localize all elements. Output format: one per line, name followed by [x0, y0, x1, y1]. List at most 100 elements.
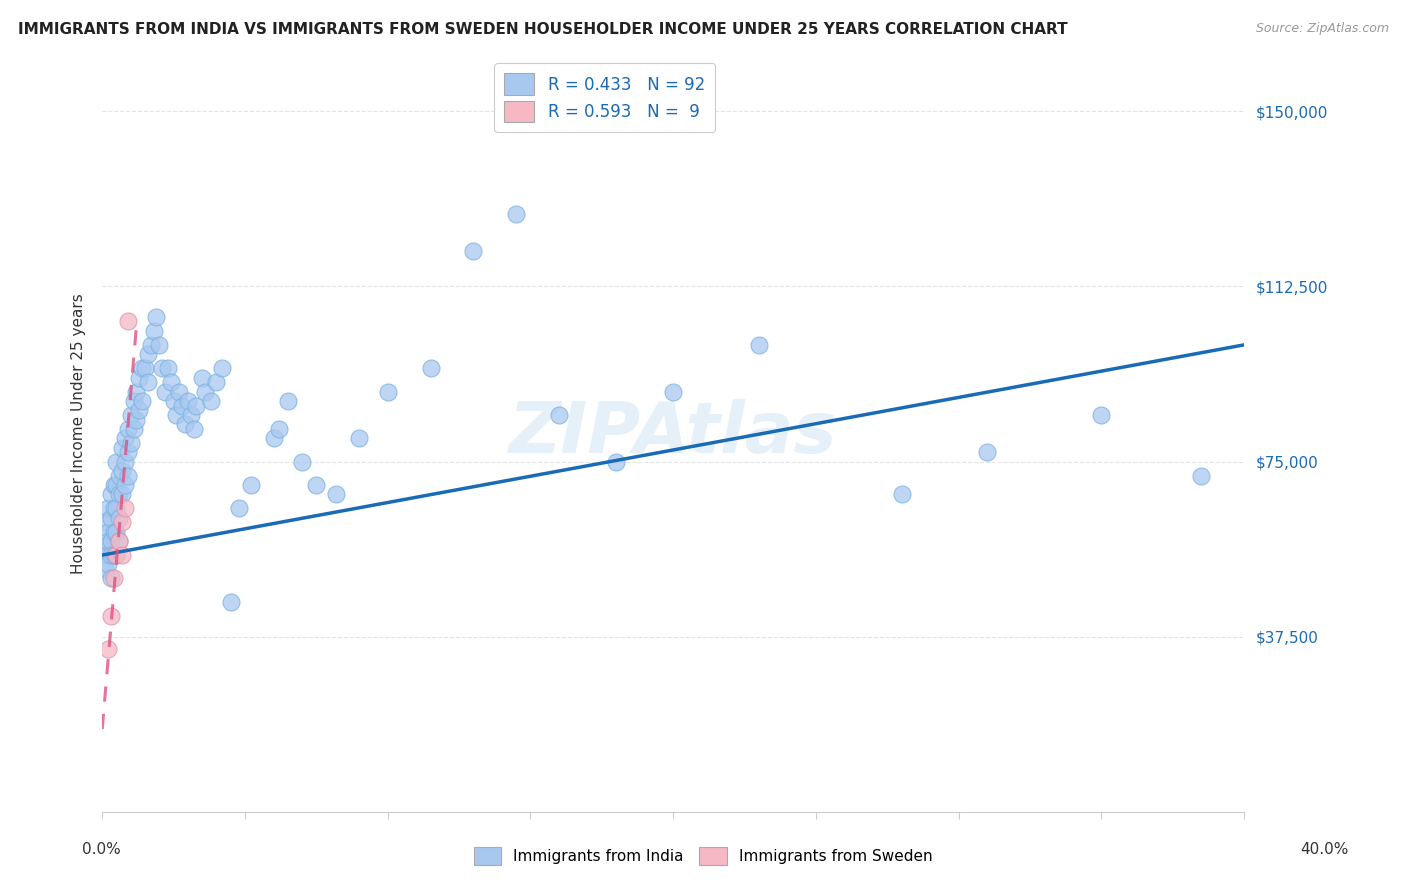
Point — [325, 487, 347, 501]
Point — [97, 548, 120, 562]
Point — [94, 516, 117, 530]
Point — [108, 468, 131, 483]
Point — [277, 393, 299, 408]
Point — [103, 501, 125, 516]
Point — [100, 571, 122, 585]
Point — [131, 361, 153, 376]
Point — [117, 468, 139, 483]
Point — [108, 510, 131, 524]
Point — [419, 361, 441, 376]
Point — [263, 431, 285, 445]
Point — [211, 361, 233, 376]
Point — [200, 393, 222, 408]
Point — [174, 417, 197, 432]
Point — [97, 641, 120, 656]
Point — [114, 431, 136, 445]
Point — [100, 510, 122, 524]
Point — [239, 478, 262, 492]
Point — [111, 464, 134, 478]
Point — [134, 361, 156, 376]
Point — [114, 501, 136, 516]
Point — [148, 338, 170, 352]
Point — [156, 361, 179, 376]
Point — [136, 375, 159, 389]
Point — [97, 558, 120, 572]
Point — [105, 501, 128, 516]
Point — [122, 393, 145, 408]
Point — [1189, 468, 1212, 483]
Point — [105, 548, 128, 562]
Point — [305, 478, 328, 492]
Point — [605, 455, 627, 469]
Point — [131, 393, 153, 408]
Point — [153, 384, 176, 399]
Point — [186, 399, 208, 413]
Point — [117, 314, 139, 328]
Point — [128, 370, 150, 384]
Point — [108, 487, 131, 501]
Point — [103, 548, 125, 562]
Point — [100, 534, 122, 549]
Point — [548, 408, 571, 422]
Point — [145, 310, 167, 324]
Point — [103, 478, 125, 492]
Point — [463, 244, 485, 259]
Point — [205, 375, 228, 389]
Point — [194, 384, 217, 399]
Point — [105, 548, 128, 562]
Point — [111, 516, 134, 530]
Point — [97, 501, 120, 516]
Point — [100, 608, 122, 623]
Point — [120, 436, 142, 450]
Y-axis label: Householder Income Under 25 years: Householder Income Under 25 years — [72, 293, 86, 574]
Point — [172, 399, 194, 413]
Point — [103, 524, 125, 539]
Point — [219, 595, 242, 609]
Point — [377, 384, 399, 399]
Point — [890, 487, 912, 501]
Legend: Immigrants from India, Immigrants from Sweden: Immigrants from India, Immigrants from S… — [467, 841, 939, 871]
Point — [269, 422, 291, 436]
Point — [162, 393, 184, 408]
Point — [662, 384, 685, 399]
Point — [228, 501, 250, 516]
Point — [94, 562, 117, 576]
Point — [111, 487, 134, 501]
Point — [97, 524, 120, 539]
Point — [114, 455, 136, 469]
Point — [114, 478, 136, 492]
Point — [105, 455, 128, 469]
Point — [120, 408, 142, 422]
Point — [117, 445, 139, 459]
Point — [169, 384, 191, 399]
Point — [183, 422, 205, 436]
Text: 0.0%: 0.0% — [82, 842, 121, 856]
Point — [122, 422, 145, 436]
Point — [347, 431, 370, 445]
Point — [150, 361, 173, 376]
Point — [117, 422, 139, 436]
Point — [94, 539, 117, 553]
Point — [159, 375, 181, 389]
Point — [748, 338, 770, 352]
Point — [103, 571, 125, 585]
Point — [976, 445, 998, 459]
Legend: R = 0.433   N = 92, R = 0.593   N =  9: R = 0.433 N = 92, R = 0.593 N = 9 — [495, 63, 716, 132]
Point — [108, 534, 131, 549]
Point — [165, 408, 187, 422]
Point — [291, 455, 314, 469]
Point — [97, 534, 120, 549]
Point — [1090, 408, 1112, 422]
Point — [139, 338, 162, 352]
Point — [108, 534, 131, 549]
Point — [191, 370, 214, 384]
Text: IMMIGRANTS FROM INDIA VS IMMIGRANTS FROM SWEDEN HOUSEHOLDER INCOME UNDER 25 YEAR: IMMIGRANTS FROM INDIA VS IMMIGRANTS FROM… — [18, 22, 1069, 37]
Point — [180, 408, 202, 422]
Point — [100, 487, 122, 501]
Point — [111, 441, 134, 455]
Point — [177, 393, 200, 408]
Point — [125, 384, 148, 399]
Point — [100, 548, 122, 562]
Text: Source: ZipAtlas.com: Source: ZipAtlas.com — [1256, 22, 1389, 36]
Point — [105, 524, 128, 539]
